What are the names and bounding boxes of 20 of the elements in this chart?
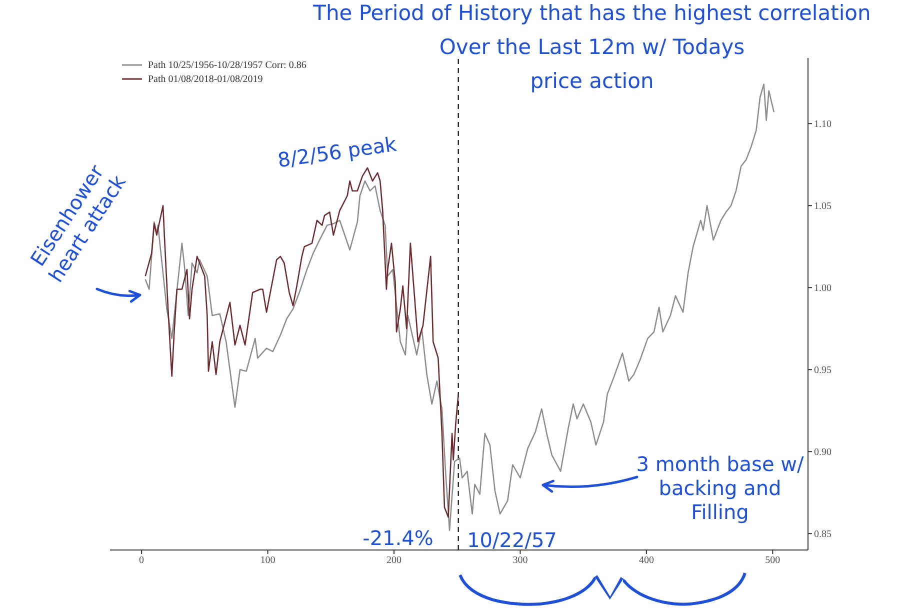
- legend-label: Path 10/25/1956-10/28/1957 Corr: 0.86: [148, 60, 306, 70]
- y-tick-label: 0.85: [814, 529, 832, 540]
- x-tick-label: 300: [512, 555, 528, 566]
- annotation: 3 month base w/ backing and Filling: [635, 452, 805, 524]
- annotation: -21.4%: [362, 526, 434, 550]
- y-tick-label: 1.00: [814, 283, 832, 294]
- y-tick-label: 0.90: [814, 447, 832, 458]
- x-tick-label: 100: [260, 555, 276, 566]
- y-tick-label: 1.05: [814, 201, 832, 212]
- legend-label: Path 01/08/2018-01/08/2019: [148, 74, 263, 84]
- x-tick-label: 500: [765, 555, 780, 566]
- x-tick-label: 200: [386, 555, 402, 566]
- y-tick-label: 0.95: [814, 365, 832, 376]
- annotation: 8/2/56 peak: [276, 132, 398, 172]
- y-tick-label: 1.10: [814, 119, 832, 130]
- x-tick-label: 0: [139, 555, 144, 566]
- x-tick-label: 400: [638, 555, 654, 566]
- annotation: 10/22/57: [467, 528, 557, 552]
- line-series: [144, 167, 460, 518]
- chart-title: The Period of History that has the highest correlation Over the Last 12m w/ Todays price action: [312, 0, 872, 95]
